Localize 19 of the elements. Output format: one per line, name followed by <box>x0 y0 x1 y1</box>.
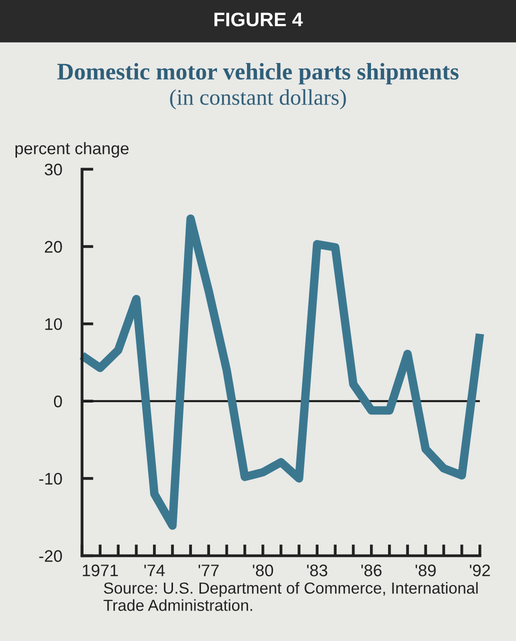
x-tick-label: 1971 <box>82 564 118 576</box>
chart-title: Domestic motor vehicle parts shipments <box>57 63 459 84</box>
x-tick-label: '92 <box>470 564 490 576</box>
y-tick-label: -10 <box>39 472 62 485</box>
x-tick-label: '80 <box>252 564 274 576</box>
chart-subtitle: (in constant dollars) <box>170 89 346 110</box>
y-tick-label: 30 <box>44 164 62 176</box>
x-tick-label: '83 <box>307 564 328 576</box>
x-tick-label: '77 <box>198 564 219 576</box>
y-tick-label: 10 <box>45 318 62 330</box>
x-tick-label: '89 <box>416 564 436 576</box>
caption: FIGURE 4 <box>214 12 303 26</box>
y-tick-label: 0 <box>54 396 62 408</box>
y-axis-title: percent change <box>15 142 129 158</box>
source-note: Source: U.S. Department of Commerce, International Trade Administration. <box>104 582 478 611</box>
y-tick-label: 20 <box>44 240 62 253</box>
x-tick-label: '74 <box>144 564 165 576</box>
y-tick-label: -20 <box>39 550 62 562</box>
x-tick-label: '86 <box>361 564 382 576</box>
